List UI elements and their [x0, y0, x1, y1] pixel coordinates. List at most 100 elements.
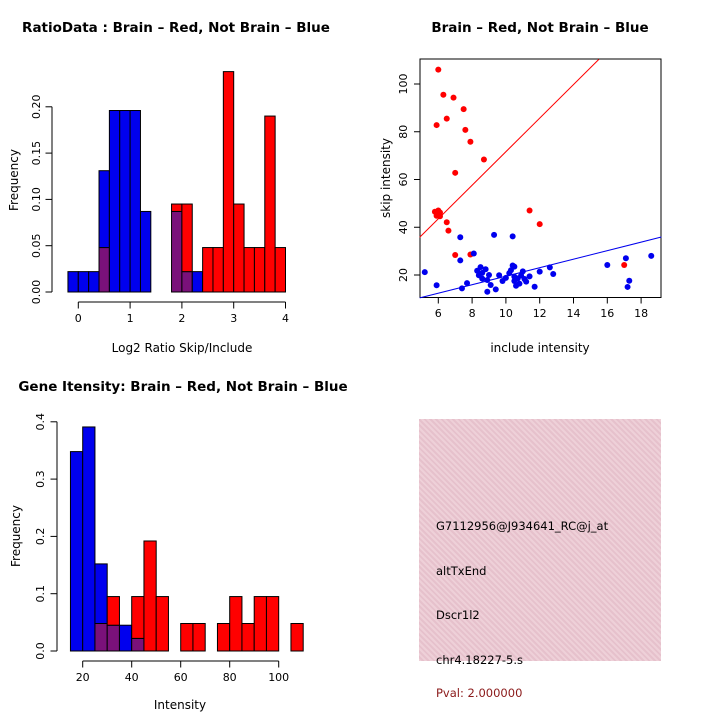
gene-info-location: chr4.18227-5.s [436, 653, 524, 667]
scatter-point-red [452, 251, 459, 258]
scatter-point-blue [464, 280, 471, 287]
scatter-point-blue [484, 277, 491, 284]
x-tick-label: 8 [469, 307, 476, 320]
y-tick-label: 80 [397, 125, 410, 139]
hist-bar-purple [131, 637, 145, 652]
scatter-point-red [462, 126, 469, 133]
y-tick-label: 0.3 [34, 470, 47, 488]
scatter-point-red [433, 122, 440, 129]
fit-line-red [419, 59, 600, 238]
scatter-point-red [445, 227, 452, 234]
x-tick-label: 2 [178, 312, 185, 325]
ratio-histogram-plot: RatioData : Brain – Red, Not Brain – Blu… [7, 20, 330, 355]
scatter-point-blue [492, 286, 499, 293]
x-tick-label: 1 [127, 312, 134, 325]
y-tick-label: 0.0 [34, 642, 47, 660]
hist-bar-purple [98, 247, 110, 293]
hist-bar-purple [94, 622, 108, 652]
hist-bar-red [155, 596, 169, 652]
scatter-point-blue [457, 257, 464, 264]
scatter-point-blue [550, 271, 557, 278]
scatter-point-blue [624, 283, 631, 290]
plot-frame [419, 58, 662, 298]
scatter-point-blue [496, 272, 503, 279]
x-tick-label: 10 [499, 307, 513, 320]
scatter-point-red [436, 213, 443, 220]
y-tick-label: 60 [397, 173, 410, 187]
y-tick-label: 0.20 [30, 95, 43, 120]
hist-bar-red [216, 622, 231, 652]
hist-bar-red [143, 540, 157, 652]
gene-info-event-type: altTxEnd [436, 564, 487, 578]
scatter-point-blue [477, 264, 484, 271]
hist-bar-blue [129, 110, 141, 293]
scatter-point-red [526, 207, 533, 214]
scatter-point-blue [509, 233, 516, 240]
x-tick-label: 60 [174, 671, 188, 684]
gene-histogram-plot: Gene Itensity: Brain – Red, Not Brain – … [9, 379, 348, 712]
scatter-point-red [443, 115, 450, 122]
hist-bar-purple [181, 271, 193, 293]
ratio-histogram-xlabel: Log2 Ratio Skip/Include [112, 341, 253, 355]
x-tick-label: 20 [76, 671, 90, 684]
intensity-scatter-plot: Brain – Red, Not Brain – Blue include in… [379, 20, 662, 355]
x-tick-label: 100 [268, 671, 289, 684]
x-tick-label: 3 [230, 312, 237, 325]
scatter-point-blue [516, 280, 523, 287]
scatter-point-blue [546, 264, 553, 271]
scatter-point-blue [487, 282, 494, 289]
gene-info-box: G7112956@J934641_RC@j_at altTxEnd Dscr1l… [419, 419, 661, 700]
hist-bar-red [171, 203, 183, 212]
x-tick-label: 16 [600, 307, 614, 320]
scatter-point-blue [526, 273, 533, 280]
x-tick-label: 12 [533, 307, 547, 320]
y-tick-label: 0.15 [30, 141, 43, 166]
scatter-point-blue [491, 231, 498, 238]
gene-histogram-ylabel: Frequency [9, 505, 23, 567]
ratio-histogram-title: RatioData : Brain – Red, Not Brain – Blu… [22, 20, 330, 36]
scatter-point-blue [648, 252, 655, 259]
hist-bar-red [202, 247, 214, 293]
scatter-point-blue [626, 277, 633, 284]
scatter-point-blue [519, 268, 526, 275]
hist-bar-blue [69, 451, 84, 652]
panel-gene-info: G7112956@J934641_RC@j_at altTxEnd Dscr1l… [360, 360, 720, 720]
ratio-histogram-ylabel: Frequency [7, 149, 21, 211]
x-tick-label: 0 [75, 312, 82, 325]
hist-bar-red [233, 203, 245, 293]
hist-bar-red [241, 622, 255, 652]
y-tick-label: 0.2 [34, 528, 47, 546]
y-tick-label: 0.10 [30, 187, 43, 212]
gene-info-pval: Pval: 2.000000 [436, 686, 523, 700]
hist-bar-red [192, 622, 206, 652]
scatter-point-red [480, 156, 487, 163]
hist-bar-red [265, 596, 280, 652]
gene-histogram-xlabel: Intensity [154, 698, 206, 712]
scatter-point-red [450, 94, 457, 101]
panel-ratio-histogram: RatioData : Brain – Red, Not Brain – Blu… [0, 0, 360, 360]
hist-bar-blue [108, 110, 121, 293]
scatter-point-red [621, 261, 628, 268]
y-tick-label: 40 [397, 220, 410, 234]
scatter-point-blue [622, 255, 629, 262]
hist-bar-blue [67, 271, 79, 293]
x-tick-label: 40 [125, 671, 139, 684]
panel-intensity-scatter: Brain – Red, Not Brain – Blue include in… [360, 0, 720, 360]
scatter-point-blue [604, 261, 611, 268]
gene-histogram-title: Gene Itensity: Brain – Red, Not Brain – … [18, 379, 347, 395]
panel-gene-histogram: Gene Itensity: Brain – Red, Not Brain – … [0, 360, 360, 720]
hist-bar-blue [88, 271, 100, 293]
scatter-point-red [440, 91, 447, 98]
hist-bar-blue [191, 271, 204, 293]
scatter-point-red [435, 66, 442, 73]
y-tick-label: 0.00 [30, 280, 43, 305]
hist-bar-red [131, 596, 145, 639]
hist-bar-red [264, 115, 276, 293]
x-tick-label: 6 [435, 307, 442, 320]
scatter-point-red [443, 219, 450, 226]
scatter-point-red [460, 106, 467, 113]
hist-bar-red [274, 247, 287, 293]
hist-bar-blue [139, 210, 152, 293]
scatter-point-blue [433, 282, 440, 289]
